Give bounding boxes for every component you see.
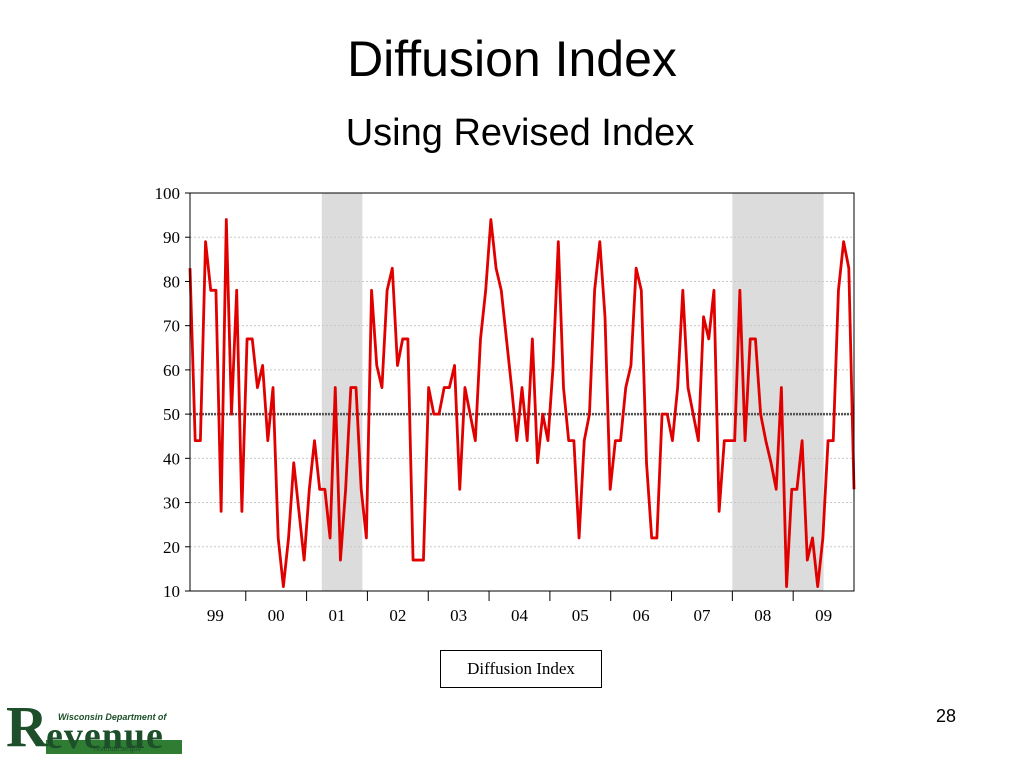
slide-subtitle: Using Revised Index	[345, 112, 695, 154]
chart-legend: Diffusion Index	[440, 650, 602, 688]
plot-frame	[189, 192, 855, 592]
y-tick-label-100: 100	[155, 184, 181, 203]
x-tick-label-09: 09	[815, 606, 832, 625]
x-tick-label-07: 07	[693, 606, 711, 625]
recession-shading-1	[732, 193, 824, 591]
logo-url: revenue.wi.gov	[94, 746, 142, 753]
x-tick-label-08: 08	[754, 606, 771, 625]
logo-bar	[46, 740, 182, 754]
x-tick-label-04: 04	[511, 606, 529, 625]
slide-title: Diffusion Index	[347, 31, 677, 87]
logo-word: evenue	[46, 715, 164, 757]
y-tick-label-50: 50	[163, 405, 180, 424]
wisconsin-revenue-logo: Wisconsin Department of R evenue revenue…	[6, 694, 184, 762]
y-tick-label-60: 60	[163, 361, 180, 380]
y-tick-label-40: 40	[163, 449, 180, 468]
legend-label-diffusion-index: Diffusion Index	[467, 659, 575, 678]
logo-top-text: Wisconsin Department of	[58, 712, 167, 722]
y-tick-label-30: 30	[163, 494, 180, 513]
y-tick-label-90: 90	[163, 228, 180, 247]
x-tick-label-99: 99	[207, 606, 224, 625]
x-tick-label-02: 02	[389, 606, 406, 625]
page-number: 28	[936, 706, 957, 726]
x-tick-label-01: 01	[329, 606, 346, 625]
y-tick-label-10: 10	[163, 582, 180, 601]
x-tick-label-00: 00	[268, 606, 285, 625]
x-tick-label-05: 05	[572, 606, 589, 625]
y-tick-label-80: 80	[163, 272, 180, 291]
y-tick-label-70: 70	[163, 317, 180, 336]
logo-initial: R	[6, 694, 48, 759]
x-tick-label-03: 03	[450, 606, 467, 625]
series-line-0	[188, 218, 856, 588]
x-tick-label-06: 06	[633, 606, 650, 625]
y-tick-label-20: 20	[163, 538, 180, 557]
